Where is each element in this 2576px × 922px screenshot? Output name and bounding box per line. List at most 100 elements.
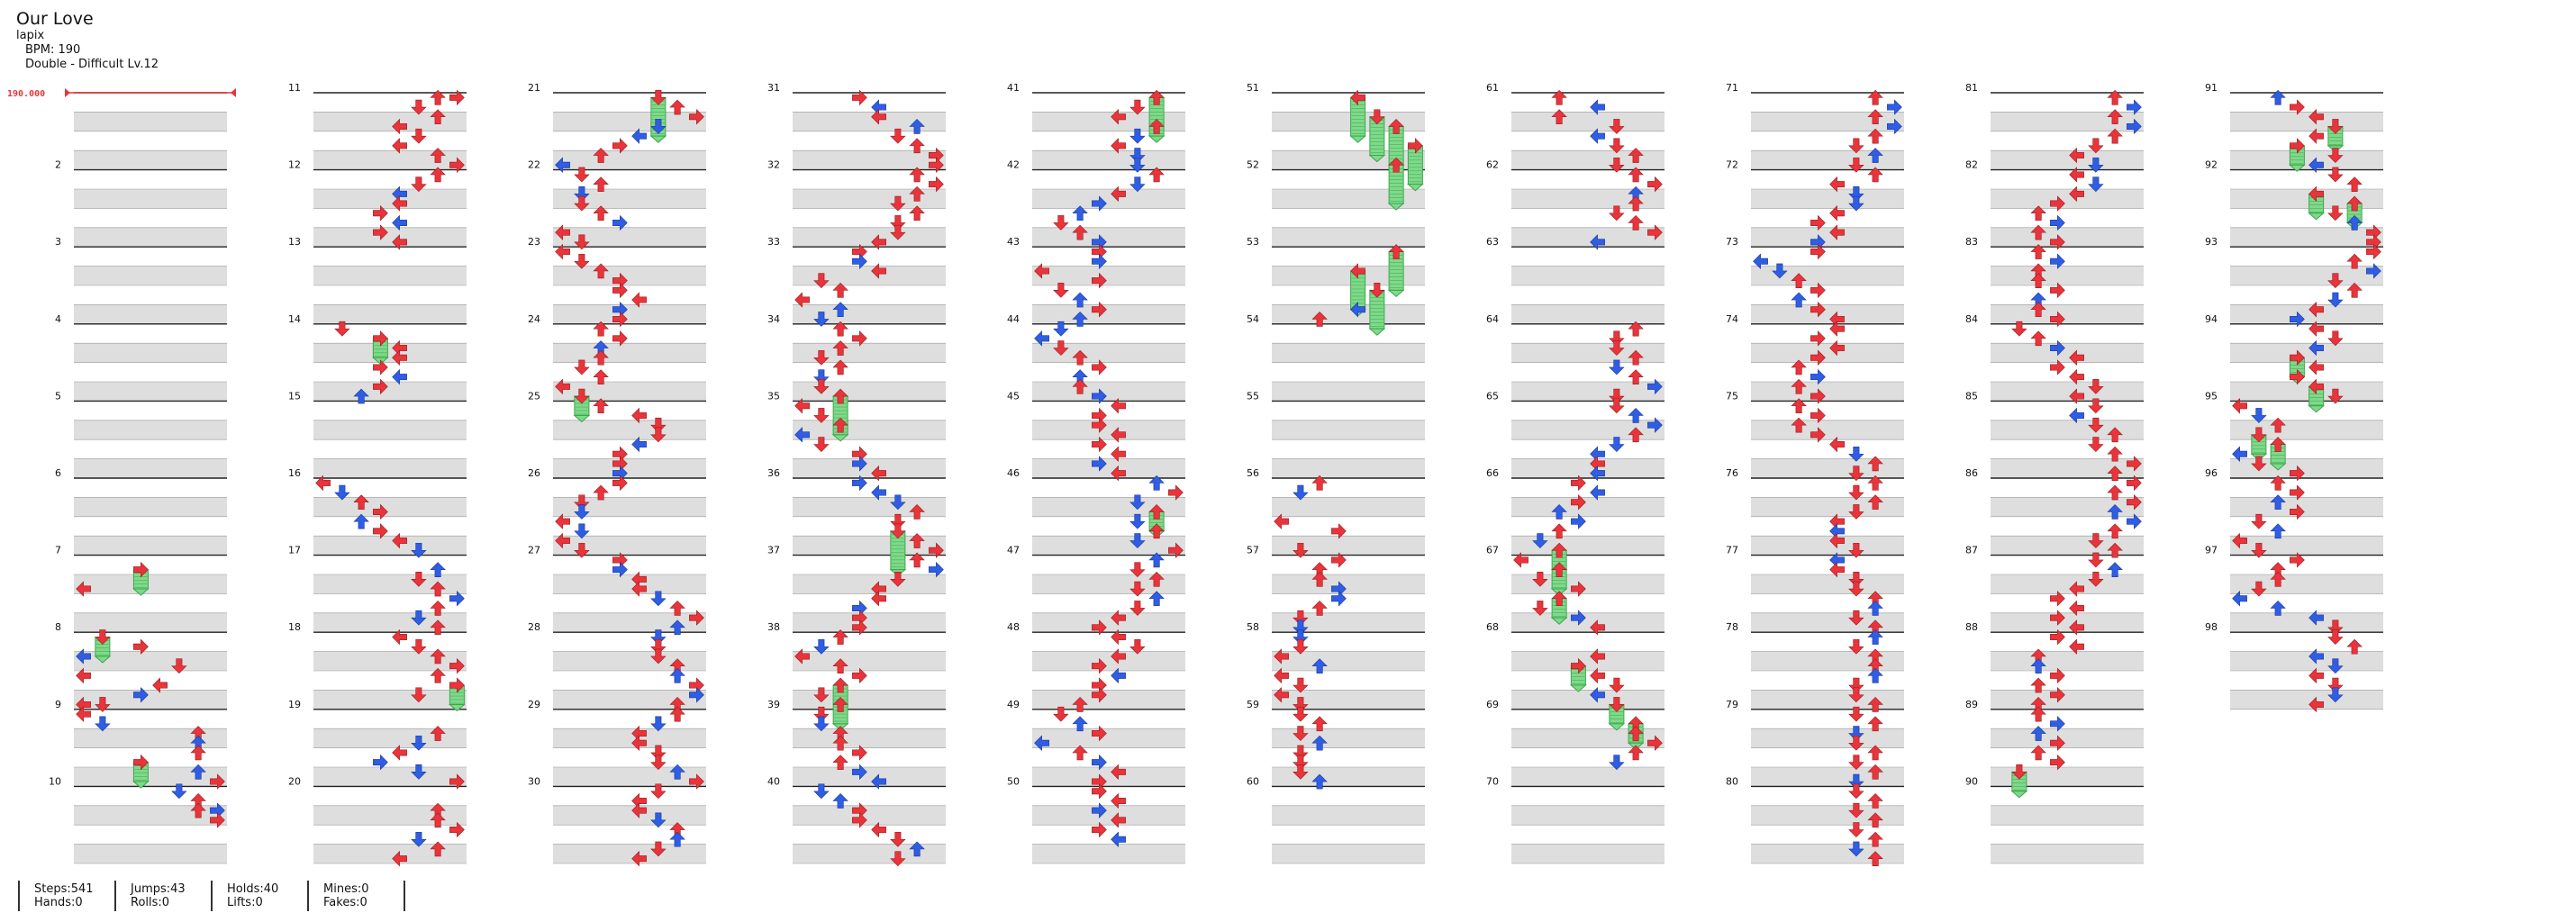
beat-band bbox=[313, 536, 467, 556]
stat-hands: Hands:0 bbox=[34, 896, 83, 909]
arrow-eighth bbox=[1111, 831, 1126, 847]
arrow-eighth bbox=[669, 667, 685, 683]
beat-band bbox=[1032, 382, 1185, 402]
arrow-eighth bbox=[1848, 195, 1864, 212]
arrow-quarter bbox=[1848, 466, 1864, 482]
bpm-marker-end bbox=[231, 88, 236, 97]
arrow-eighth bbox=[1867, 667, 1883, 683]
hold-tail bbox=[2308, 212, 2325, 221]
beat-band bbox=[553, 728, 706, 748]
beat-band bbox=[1751, 343, 1904, 363]
hold-tail bbox=[2289, 164, 2306, 172]
arrow-quarter bbox=[890, 215, 906, 230]
arrow-quarter bbox=[1867, 745, 1883, 761]
arrow-quarter bbox=[929, 176, 944, 193]
arrow-quarter bbox=[2030, 244, 2046, 259]
arrow-quarter bbox=[1571, 581, 1586, 597]
measure-number: 22 bbox=[528, 159, 540, 171]
arrow-head bbox=[1388, 244, 1404, 259]
arrow-quarter bbox=[1848, 572, 1864, 587]
arrow-quarter bbox=[449, 657, 465, 674]
beat-band bbox=[553, 150, 706, 170]
arrow-eighth bbox=[373, 754, 388, 771]
arrow-eighth bbox=[190, 764, 206, 780]
arrow-quarter bbox=[2270, 417, 2286, 433]
arrow-eighth bbox=[909, 119, 925, 134]
arrow-quarter bbox=[813, 706, 830, 722]
hold-tail bbox=[1608, 723, 1626, 731]
arrow-quarter bbox=[1791, 273, 1807, 288]
beat-band bbox=[1991, 497, 2144, 517]
arrow-eighth bbox=[2069, 407, 2084, 424]
arrow-quarter bbox=[2327, 388, 2344, 404]
arrow-quarter bbox=[1311, 475, 1328, 491]
arrow-quarter bbox=[2069, 185, 2084, 203]
arrow-eighth bbox=[612, 214, 628, 231]
arrow-quarter bbox=[1628, 349, 1644, 366]
arrow-quarter bbox=[832, 755, 848, 770]
arrow-head bbox=[1369, 109, 1385, 125]
arrow-quarter bbox=[1867, 697, 1883, 712]
arrow-quarter bbox=[1111, 427, 1126, 443]
arrow-quarter bbox=[430, 619, 446, 636]
arrow-eighth bbox=[1092, 754, 1107, 771]
arrow-head bbox=[1571, 657, 1586, 674]
arrow-quarter bbox=[1111, 138, 1126, 154]
measure-number: 23 bbox=[528, 236, 540, 248]
arrow-quarter bbox=[2088, 552, 2104, 568]
beat-band bbox=[313, 690, 467, 710]
arrow-quarter bbox=[890, 851, 906, 867]
arrow-head bbox=[449, 677, 465, 693]
arrow-eighth bbox=[813, 638, 830, 655]
arrow-eighth bbox=[2270, 494, 2286, 511]
arrow-quarter bbox=[2069, 167, 2084, 183]
measure-number: 81 bbox=[1965, 82, 1978, 94]
measure-number: 21 bbox=[528, 82, 540, 94]
arrow-eighth bbox=[852, 475, 867, 492]
arrow-quarter bbox=[1848, 504, 1864, 520]
arrow-quarter bbox=[1848, 687, 1864, 703]
arrow-quarter bbox=[2050, 628, 2065, 646]
arrow-quarter bbox=[2107, 109, 2123, 125]
arrow-quarter bbox=[1628, 195, 1644, 212]
measure-number: 95 bbox=[2205, 390, 2218, 402]
arrow-quarter bbox=[1590, 648, 1605, 664]
arrow-quarter bbox=[1848, 783, 1864, 800]
arrow-quarter bbox=[1293, 677, 1309, 693]
arrow-quarter bbox=[1571, 494, 1586, 511]
arrow-eighth bbox=[650, 119, 667, 134]
arrow-eighth bbox=[353, 388, 369, 404]
beat-band bbox=[1511, 497, 1664, 517]
beat-band bbox=[1272, 266, 1425, 285]
measure-number: 59 bbox=[1247, 699, 1259, 710]
arrow-eighth bbox=[1848, 446, 1864, 462]
arrow-quarter bbox=[1092, 302, 1107, 318]
arrow-quarter bbox=[1532, 572, 1548, 587]
beat-band bbox=[1511, 189, 1664, 209]
beat-band bbox=[1991, 343, 2144, 363]
beat-band bbox=[1511, 574, 1664, 594]
beat-band bbox=[553, 343, 706, 363]
arrow-eighth bbox=[871, 773, 886, 790]
arrow-eighth bbox=[1753, 253, 1768, 269]
arrow-quarter bbox=[2327, 619, 2344, 636]
beat-band bbox=[1272, 805, 1425, 826]
arrow-quarter bbox=[909, 138, 925, 154]
hold-tail bbox=[1387, 203, 1405, 211]
beat-band bbox=[313, 189, 467, 209]
arrow-eighth bbox=[1848, 726, 1864, 741]
arrow-quarter bbox=[430, 812, 446, 828]
measure-number: 73 bbox=[1726, 236, 1738, 248]
arrow-quarter bbox=[1148, 167, 1165, 183]
arrow-quarter bbox=[373, 224, 388, 240]
arrow-eighth bbox=[1053, 321, 1069, 337]
arrow-eighth bbox=[1148, 552, 1165, 568]
arrow-quarter bbox=[2327, 330, 2344, 347]
beat-band bbox=[1032, 189, 1185, 209]
beat-band bbox=[1751, 420, 1904, 440]
arrow-head bbox=[832, 388, 848, 404]
measure-number: 66 bbox=[1486, 467, 1499, 479]
arrow-quarter bbox=[832, 321, 848, 337]
arrow-quarter bbox=[1647, 735, 1663, 751]
arrow-quarter bbox=[1148, 571, 1165, 587]
